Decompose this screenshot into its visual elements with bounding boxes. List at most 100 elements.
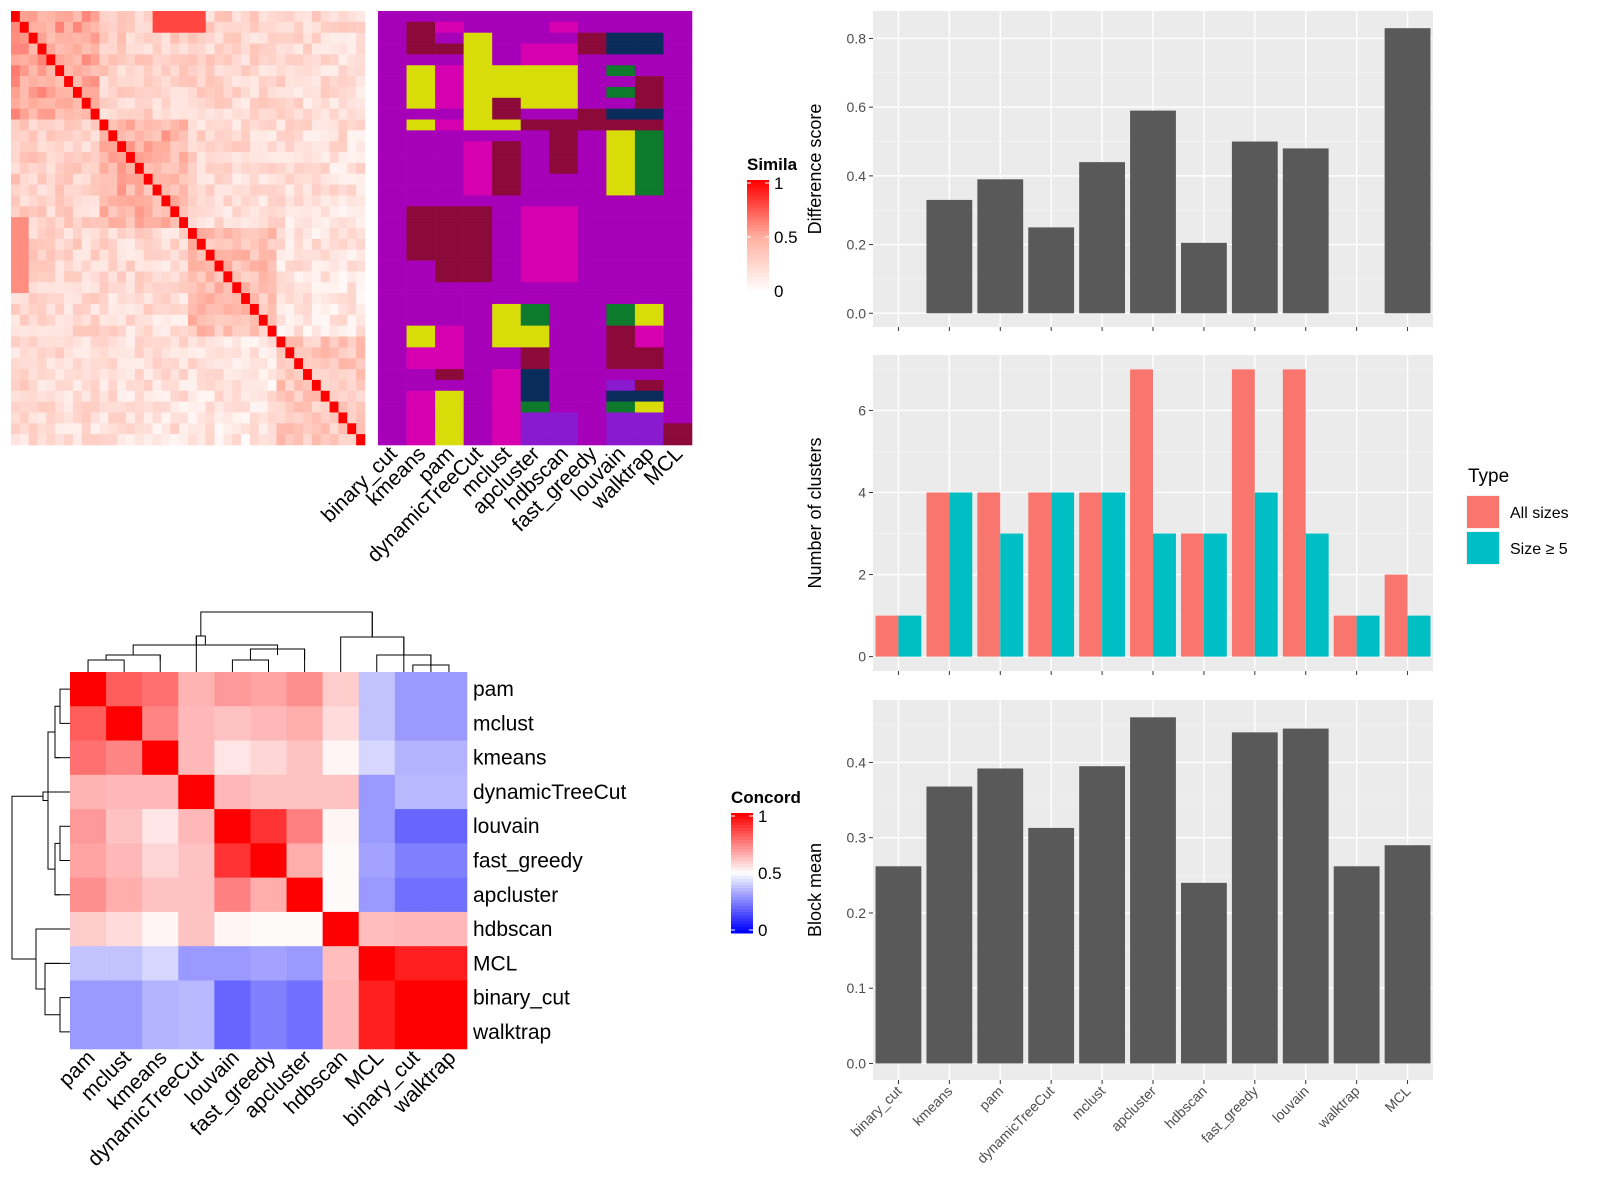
similarity-cell bbox=[356, 271, 366, 283]
similarity-cell bbox=[72, 369, 83, 381]
assignment-cell bbox=[378, 43, 407, 55]
similarity-cell bbox=[72, 325, 83, 337]
similarity-cell bbox=[347, 293, 357, 305]
assignment-cell bbox=[634, 325, 664, 337]
similarity-cell bbox=[258, 401, 268, 413]
concordance-legend-step bbox=[731, 924, 753, 928]
similarity-cell bbox=[223, 54, 233, 66]
similarity-cell bbox=[232, 184, 242, 196]
similarity-cell bbox=[267, 54, 277, 66]
similarity-cell bbox=[152, 282, 162, 294]
similarity-cell bbox=[55, 195, 65, 207]
bar-louvain bbox=[1282, 728, 1329, 1064]
similarity-cell bbox=[338, 195, 348, 207]
assignment-cell bbox=[606, 390, 636, 402]
similarity-cell bbox=[46, 21, 56, 33]
similarity-cell bbox=[329, 434, 339, 446]
assignment-cell bbox=[435, 65, 464, 77]
similarity-cell bbox=[126, 162, 136, 175]
similarity-cell bbox=[347, 76, 357, 88]
similarity-cell bbox=[311, 379, 322, 392]
similarity-cell bbox=[117, 195, 127, 207]
similarity-cell bbox=[152, 206, 162, 218]
similarity-cell bbox=[134, 86, 145, 99]
similarity-cell bbox=[117, 347, 127, 359]
assignment-cell bbox=[492, 249, 522, 261]
similarity-cell bbox=[81, 54, 91, 66]
similarity-cell bbox=[143, 152, 153, 164]
similarity-legend-step bbox=[747, 205, 769, 209]
assignment-cell bbox=[549, 336, 579, 348]
similarity-cell bbox=[143, 347, 153, 359]
similarity-cell bbox=[170, 141, 180, 153]
assignment-cell bbox=[463, 206, 493, 218]
similarity-cell bbox=[205, 86, 215, 99]
similarity-cell bbox=[134, 379, 145, 392]
assignment-cell bbox=[463, 217, 493, 229]
x-tick-label-louvain: louvain bbox=[1269, 1083, 1312, 1126]
concordance-cell bbox=[250, 911, 287, 947]
similarity-cell bbox=[214, 86, 224, 99]
concordance-cell bbox=[178, 774, 215, 810]
assignment-cell bbox=[577, 358, 607, 370]
y-tick-label: 0.0 bbox=[847, 305, 867, 321]
similarity-cell bbox=[356, 11, 366, 23]
similarity-cell bbox=[356, 217, 366, 229]
similarity-cell bbox=[108, 195, 118, 207]
similarity-cell bbox=[72, 217, 83, 229]
similarity-cell bbox=[64, 336, 74, 348]
assignment-cell bbox=[378, 162, 407, 175]
bar-apcluster-0 bbox=[1130, 369, 1153, 657]
similarity-cell bbox=[311, 293, 322, 305]
assignment-cell bbox=[435, 228, 464, 240]
assignment-cell bbox=[606, 152, 636, 164]
similarity-cell bbox=[37, 336, 47, 348]
similarity-cell bbox=[311, 141, 322, 153]
similarity-cell bbox=[294, 336, 304, 348]
similarity-cell bbox=[117, 282, 127, 294]
concordance-legend-step bbox=[731, 843, 753, 847]
similarity-cell bbox=[152, 303, 162, 316]
concordance-cell bbox=[250, 774, 287, 810]
similarity-cell bbox=[347, 97, 357, 109]
similarity-cell bbox=[64, 347, 74, 359]
similarity-cell bbox=[64, 293, 74, 305]
similarity-cell bbox=[19, 412, 29, 424]
similarity-cell bbox=[232, 314, 242, 326]
similarity-cell bbox=[28, 141, 38, 153]
similarity-cell bbox=[285, 412, 295, 424]
similarity-cell bbox=[320, 11, 330, 23]
assignment-cell bbox=[634, 369, 664, 381]
similarity-cell bbox=[347, 206, 357, 218]
similarity-cell bbox=[232, 54, 242, 66]
similarity-cell bbox=[214, 119, 224, 131]
assignment-cell bbox=[492, 11, 522, 23]
similarity-cell bbox=[126, 11, 136, 23]
concordance-cell bbox=[286, 946, 323, 981]
similarity-cell bbox=[126, 228, 136, 240]
assignment-cell bbox=[606, 228, 636, 240]
similarity-cell bbox=[64, 379, 74, 392]
similarity-cell bbox=[161, 228, 171, 240]
concordance-cell bbox=[430, 740, 468, 776]
concordance-cell bbox=[322, 740, 360, 776]
similarity-cell bbox=[179, 271, 189, 283]
similarity-cell bbox=[37, 206, 47, 218]
assignment-cell bbox=[435, 76, 464, 88]
similarity-cell bbox=[294, 86, 304, 99]
similarity-cell bbox=[347, 271, 357, 283]
similarity-cell bbox=[214, 21, 224, 33]
similarity-cell bbox=[356, 76, 366, 88]
assignment-cell bbox=[520, 11, 550, 23]
similarity-cell bbox=[320, 347, 330, 359]
similarity-cell bbox=[241, 228, 251, 240]
similarity-cell bbox=[143, 162, 153, 175]
similarity-legend-step bbox=[747, 291, 769, 295]
similarity-cell bbox=[356, 347, 366, 359]
row-label-mclust: mclust bbox=[473, 712, 534, 735]
similarity-cell bbox=[143, 358, 153, 370]
similarity-cell bbox=[64, 108, 74, 120]
similarity-cell bbox=[11, 54, 21, 66]
similarity-cell bbox=[72, 303, 83, 316]
concordance-legend-step bbox=[731, 912, 753, 916]
